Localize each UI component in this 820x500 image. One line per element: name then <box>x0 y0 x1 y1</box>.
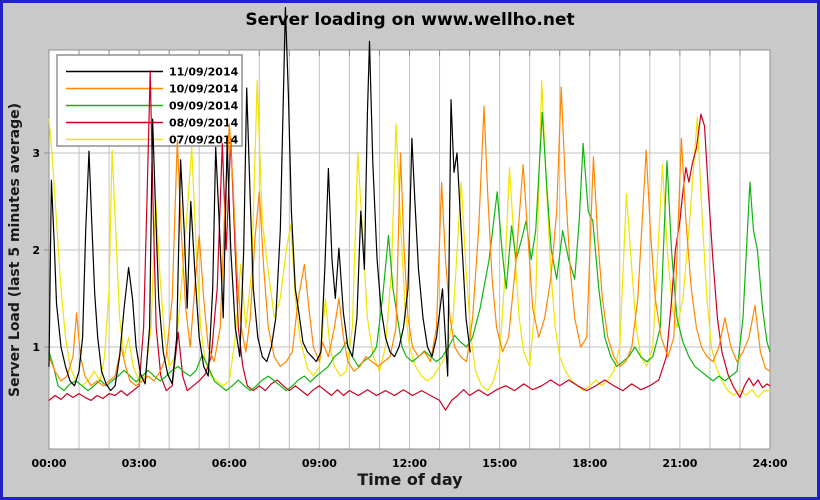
x-tick-label: 15:00 <box>482 457 517 470</box>
y-tick-label: 2 <box>32 244 40 257</box>
x-tick-label: 21:00 <box>662 457 697 470</box>
x-tick-label: 03:00 <box>122 457 157 470</box>
y-tick-label: 1 <box>32 341 40 354</box>
series-line-08/09/2014 <box>48 69 771 411</box>
x-tick-label: 24:00 <box>752 457 787 470</box>
series-line-10/09/2014 <box>48 86 771 387</box>
x-tick-label: 09:00 <box>302 457 337 470</box>
legend-label-07/09/2014: 07/09/2014 <box>169 134 239 147</box>
legend-label-09/09/2014: 09/09/2014 <box>169 100 239 113</box>
series-line-11/09/2014 <box>48 6 471 392</box>
series-line-09/09/2014 <box>48 111 771 392</box>
legend-label-10/09/2014: 10/09/2014 <box>169 83 239 96</box>
x-tick-label: 12:00 <box>392 457 427 470</box>
legend-label-08/09/2014: 08/09/2014 <box>169 117 239 130</box>
y-tick-label: 3 <box>32 147 40 160</box>
x-tick-label: 00:00 <box>31 457 66 470</box>
x-tick-label: 18:00 <box>572 457 607 470</box>
x-tick-label: 06:00 <box>212 457 247 470</box>
legend-label-11/09/2014: 11/09/2014 <box>169 66 239 79</box>
x-axis-label: Time of day <box>357 470 463 489</box>
chart-title: Server loading on www.wellho.net <box>245 10 575 30</box>
